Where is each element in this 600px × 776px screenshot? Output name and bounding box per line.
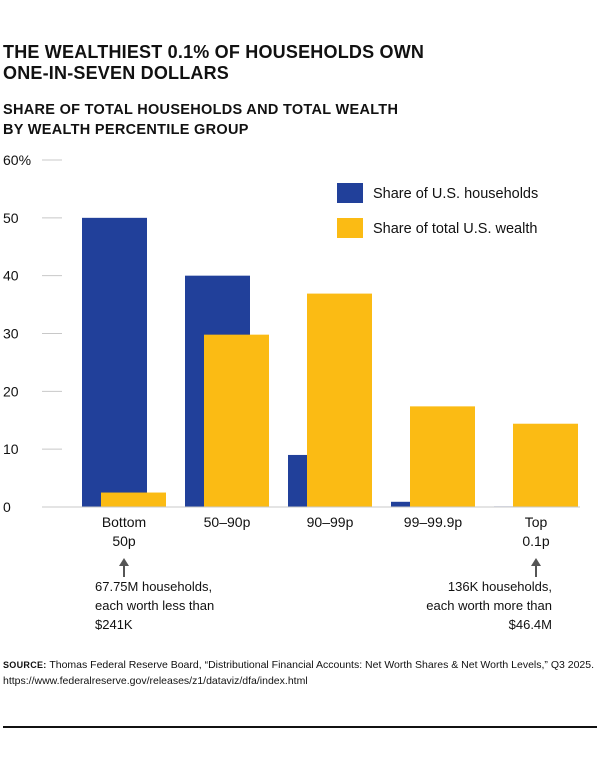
chart-title: THE WEALTHIEST 0.1% OF HOUSEHOLDS OWN ON…	[3, 42, 563, 84]
chart-title-line-2: ONE-IN-SEVEN DOLLARS	[3, 63, 230, 83]
annotation-text: each worth more than	[426, 598, 552, 613]
bar-wealth	[307, 293, 372, 507]
legend-swatch-households	[337, 183, 363, 203]
category-label: 99–99.9p	[404, 514, 463, 530]
bar-wealth	[101, 492, 166, 507]
legend-label: Share of total U.S. wealth	[373, 221, 537, 237]
legend-label: Share of U.S. households	[373, 186, 538, 202]
y-tick-label: 60%	[3, 152, 31, 168]
chart-subtitle-line-2: BY WEALTH PERCENTILE GROUP	[3, 122, 249, 138]
bar-households	[82, 217, 147, 507]
y-tick-label: 30	[3, 326, 19, 342]
y-tick-label: 50	[3, 210, 19, 226]
annotation-text: 67.75M households,	[95, 579, 212, 594]
y-tick-label: 0	[3, 499, 11, 515]
category-label: 50–90p	[204, 514, 251, 530]
annotation-arrow-head	[119, 558, 129, 566]
chart-subtitle: SHARE OF TOTAL HOUSEHOLDS AND TOTAL WEAL…	[3, 100, 563, 140]
source-note: SOURCE: Thomas Federal Reserve Board, “D…	[3, 657, 597, 689]
annotation-text: 136K households,	[448, 579, 552, 594]
category-label: 0.1p	[522, 533, 549, 549]
source-text: Thomas Federal Reserve Board, “Distribut…	[3, 659, 595, 687]
chart-title-line-1: THE WEALTHIEST 0.1% OF HOUSEHOLDS OWN	[3, 42, 425, 62]
bar-chart: 0 10 20 30 40 50 60% Bottom 50p 50–90p 90–99p 99–99…	[3, 152, 580, 632]
y-tick-label: 10	[3, 441, 19, 457]
footer-rule	[3, 726, 597, 728]
chart-subtitle-line-1: SHARE OF TOTAL HOUSEHOLDS AND TOTAL WEAL…	[3, 102, 399, 118]
bar-wealth	[513, 423, 578, 507]
annotation-text: $241K	[95, 617, 133, 632]
category-label: 90–99p	[307, 514, 354, 530]
category-label: Top	[525, 514, 548, 530]
annotation-text: each worth less than	[95, 598, 214, 613]
source-label: SOURCE:	[3, 660, 47, 670]
y-tick-label: 20	[3, 383, 19, 399]
bar-wealth	[410, 406, 475, 507]
annotation-text: $46.4M	[509, 617, 552, 632]
bar-wealth	[204, 334, 269, 507]
category-label: 50p	[112, 533, 136, 549]
annotation-arrow-head	[531, 558, 541, 566]
legend-swatch-wealth	[337, 218, 363, 238]
category-label: Bottom	[102, 514, 146, 530]
y-tick-label: 40	[3, 268, 19, 284]
